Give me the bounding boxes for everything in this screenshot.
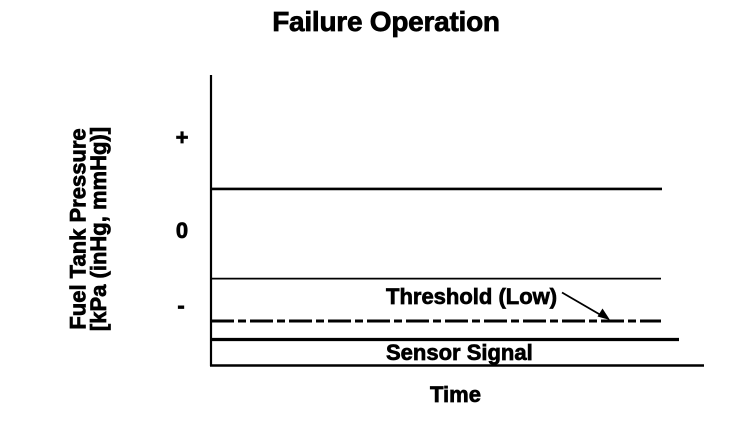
svg-text:Sensor Signal: Sensor Signal xyxy=(386,340,533,365)
svg-text:[kPa (inHg, mmHg)]: [kPa (inHg, mmHg)] xyxy=(86,127,111,331)
svg-text:Fuel Tank Pressure: Fuel Tank Pressure xyxy=(66,128,91,329)
svg-text:Threshold (Low): Threshold (Low) xyxy=(386,284,557,309)
svg-text:+: + xyxy=(176,125,189,150)
svg-text:0: 0 xyxy=(176,218,188,243)
svg-text:-: - xyxy=(177,293,184,318)
svg-text:Failure Operation: Failure Operation xyxy=(272,6,500,37)
svg-text:Time: Time xyxy=(430,382,481,407)
